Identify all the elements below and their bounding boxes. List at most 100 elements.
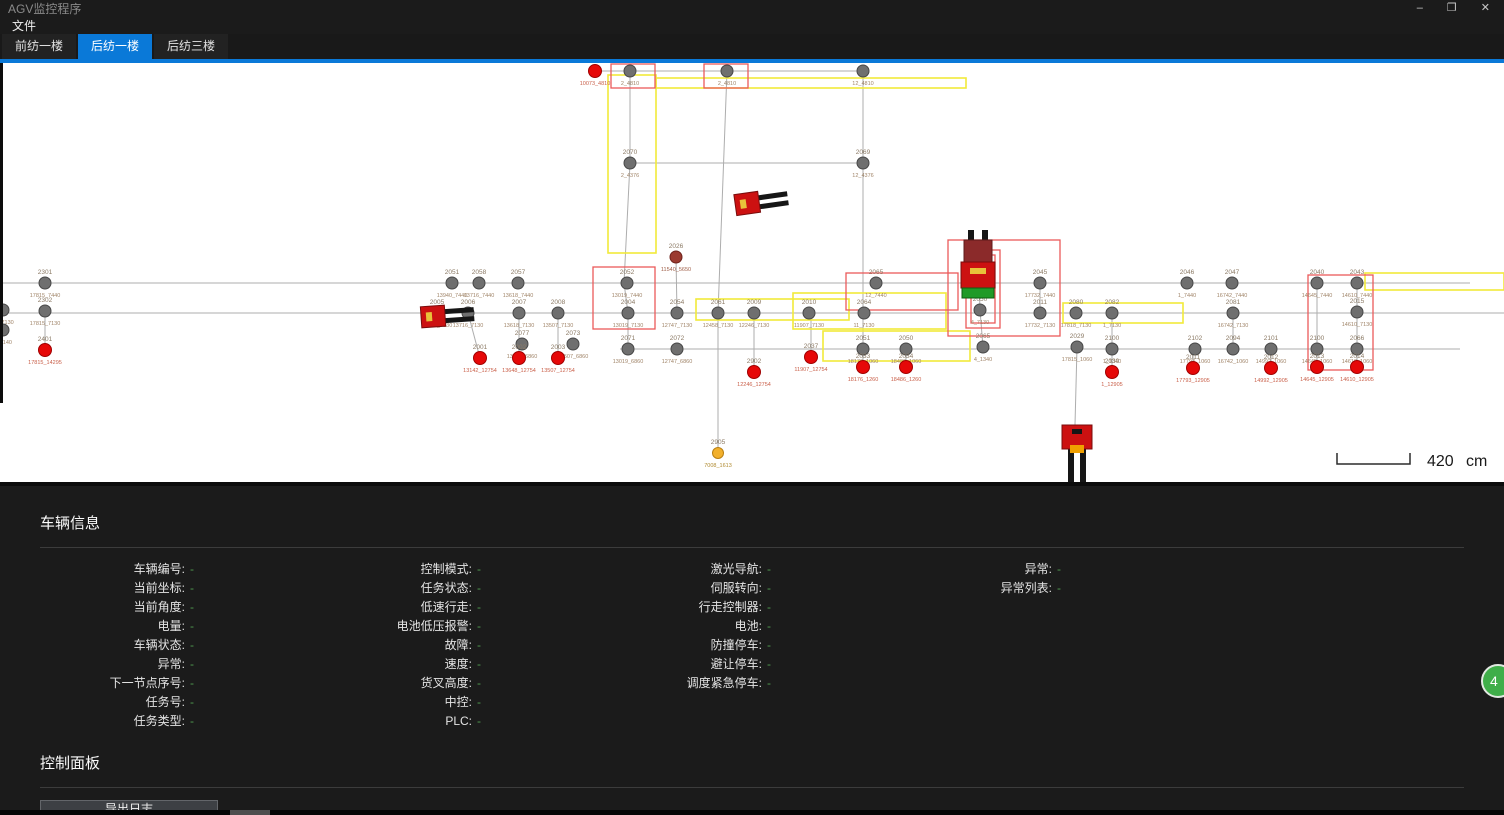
node-dot[interactable] bbox=[1070, 340, 1084, 354]
close-button[interactable]: ✕ bbox=[1480, 1, 1490, 14]
node-dot[interactable] bbox=[747, 306, 761, 320]
node-dot[interactable] bbox=[899, 342, 913, 356]
node-dot[interactable] bbox=[1069, 306, 1083, 320]
node-dot[interactable] bbox=[1033, 306, 1047, 320]
map-node[interactable]: 2043 14610_7440 bbox=[1342, 269, 1373, 299]
map-node[interactable]: 2080 17818_7130 bbox=[1061, 299, 1092, 329]
node-dot[interactable] bbox=[1310, 276, 1324, 290]
node-dot[interactable] bbox=[856, 360, 870, 374]
map-node[interactable]: 2051 13940_7440 bbox=[437, 269, 468, 299]
map-node[interactable]: 2073 13507_6860 bbox=[558, 330, 589, 360]
node-dot[interactable] bbox=[1188, 342, 1202, 356]
map-node[interactable]: 2012 14992_12905 bbox=[1254, 354, 1288, 384]
map-node[interactable]: 2081 16742_7130 bbox=[1218, 299, 1249, 329]
scrollbar-thumb[interactable] bbox=[230, 810, 270, 815]
map-canvas[interactable]: 10073_4810 2_4810 2_4810 12_4810 2070 2_4376 2… bbox=[0, 63, 1504, 486]
agv-icon[interactable] bbox=[1061, 424, 1093, 482]
node-dot[interactable] bbox=[857, 306, 871, 320]
node-dot[interactable] bbox=[1105, 365, 1119, 379]
map-node[interactable]: 2040 14645_7440 bbox=[1302, 269, 1333, 299]
node-dot[interactable] bbox=[711, 306, 725, 320]
map-node[interactable]: 2905 7008_1613 bbox=[704, 439, 732, 469]
restore-button[interactable]: ❐ bbox=[1446, 1, 1457, 14]
node-dot[interactable] bbox=[1226, 306, 1240, 320]
map-node[interactable]: 2_4810 bbox=[621, 64, 639, 87]
map-node[interactable]: 2072 12747_6860 bbox=[662, 335, 693, 365]
agv-icon[interactable] bbox=[733, 187, 789, 217]
map-node[interactable]: 2004 13019_7130 bbox=[613, 299, 644, 329]
node-dot[interactable] bbox=[623, 64, 637, 78]
node-dot[interactable] bbox=[1350, 305, 1364, 319]
node-dot[interactable] bbox=[1350, 360, 1364, 374]
map-node[interactable]: 2014 14610_12905 bbox=[1340, 353, 1374, 383]
map-node[interactable]: 2_4810 bbox=[718, 64, 736, 87]
node-dot[interactable] bbox=[1105, 306, 1119, 320]
map-node[interactable]: 2026 11540_5650 bbox=[661, 243, 691, 273]
node-dot[interactable] bbox=[551, 351, 565, 365]
map-node[interactable]: 2045 17732_7440 bbox=[1025, 269, 1056, 299]
node-dot[interactable] bbox=[588, 64, 602, 78]
map-node[interactable]: 2061 12458_7130 bbox=[703, 299, 734, 329]
minimize-button[interactable]: – bbox=[1416, 1, 1423, 14]
node-dot[interactable] bbox=[802, 306, 816, 320]
map-node[interactable]: 2046 1_7440 bbox=[1178, 269, 1196, 299]
map-node[interactable]: 2054 12747_7130 bbox=[662, 299, 693, 329]
map-node[interactable]: 2401 17815_14295 bbox=[28, 336, 62, 366]
map-node[interactable]: 2037 11907_12754 bbox=[794, 343, 827, 373]
map-node[interactable]: 2011 17793_12905 bbox=[1176, 354, 1210, 384]
node-dot[interactable] bbox=[856, 156, 870, 170]
map-node[interactable]: 2902 12246_12754 bbox=[737, 358, 771, 388]
map-node[interactable]: 2009 12246_7130 bbox=[739, 299, 770, 329]
node-dot[interactable] bbox=[1310, 360, 1324, 374]
map-node[interactable]: 2301 17815_7440 bbox=[30, 269, 61, 299]
node-dot[interactable] bbox=[973, 303, 987, 317]
node-dot[interactable] bbox=[620, 276, 634, 290]
node-dot[interactable] bbox=[445, 276, 459, 290]
menu-file[interactable]: 文件 bbox=[12, 18, 37, 33]
map-node[interactable]: 2050 4_7130 bbox=[971, 296, 989, 326]
map-node[interactable]: 2001 13142_12754 bbox=[463, 344, 497, 374]
node-dot[interactable] bbox=[566, 337, 580, 351]
node-dot[interactable] bbox=[472, 276, 486, 290]
node-dot[interactable] bbox=[1264, 361, 1278, 375]
map-node[interactable]: 2008 13507_7130 bbox=[543, 299, 574, 329]
node-dot[interactable] bbox=[515, 337, 529, 351]
map-node[interactable]: 2057 13618_7440 bbox=[503, 269, 534, 299]
node-dot[interactable] bbox=[1225, 276, 1239, 290]
node-dot[interactable] bbox=[511, 276, 525, 290]
node-dot[interactable] bbox=[856, 64, 870, 78]
node-dot[interactable] bbox=[976, 340, 990, 354]
map-node[interactable]: 10073_4810 bbox=[580, 64, 611, 88]
map-node[interactable]: 2007 13618_7130 bbox=[504, 299, 535, 329]
map-node[interactable]: 2029 17815_1060 bbox=[1062, 333, 1093, 363]
node-dot[interactable] bbox=[551, 306, 565, 320]
node-dot[interactable] bbox=[1350, 276, 1364, 290]
map-node[interactable]: 2100 1_1340 bbox=[1103, 335, 1121, 365]
node-dot[interactable] bbox=[856, 342, 870, 356]
map-node[interactable]: 2033 18176_1260 bbox=[848, 353, 879, 383]
node-dot[interactable] bbox=[1226, 342, 1240, 356]
node-dot[interactable] bbox=[899, 360, 913, 374]
map-node[interactable]: 12_4810 bbox=[852, 64, 874, 87]
node-dot[interactable] bbox=[1264, 342, 1278, 356]
tab-2[interactable]: 后纺三楼 bbox=[154, 34, 229, 59]
node-dot[interactable] bbox=[720, 64, 734, 78]
node-dot[interactable] bbox=[623, 156, 637, 170]
node-dot[interactable] bbox=[712, 447, 724, 459]
map-node[interactable]: 2003 13507_12754 bbox=[541, 344, 575, 374]
tab-0[interactable]: 前纺一楼 bbox=[2, 34, 77, 59]
map-node[interactable]: 2010 11907_7130 bbox=[794, 299, 824, 329]
node-dot[interactable] bbox=[804, 350, 818, 364]
map-node[interactable]: 2069 12_4376 bbox=[852, 149, 873, 179]
node-dot[interactable] bbox=[1186, 361, 1200, 375]
node-dot[interactable] bbox=[38, 304, 52, 318]
node-dot[interactable] bbox=[670, 342, 684, 356]
agv-icon[interactable] bbox=[419, 303, 475, 329]
node-dot[interactable] bbox=[512, 306, 526, 320]
map-node[interactable]: 2047 16742_7440 bbox=[1217, 269, 1248, 299]
node-dot[interactable] bbox=[621, 306, 635, 320]
agv-icon[interactable] bbox=[960, 230, 996, 299]
map-node[interactable]: 2064 11_7130 bbox=[853, 299, 874, 329]
node-dot[interactable] bbox=[38, 276, 52, 290]
map-node[interactable]: 2065 4_1340 bbox=[974, 333, 992, 363]
